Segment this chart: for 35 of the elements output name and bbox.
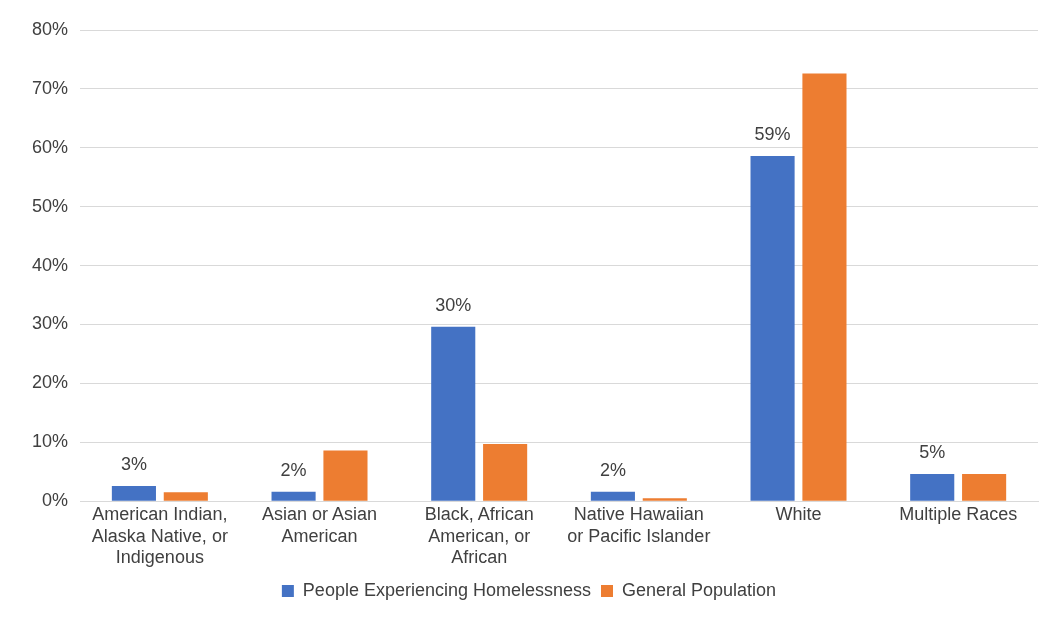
x-tick-label: Asian or Asian American [261,503,378,546]
y-tick-label: 30% [32,313,69,334]
data-label: 5% [919,442,946,463]
x-tick-label: Native Hawaiian or Pacific Islander [567,503,711,546]
y-tick-label: 40% [32,254,69,275]
x-tick-label: American Indian, Alaska Native, or Indigenous [91,503,228,568]
x-tick-label: White [775,503,822,524]
data-label: 59% [754,124,791,145]
bar [483,444,528,501]
y-tick-label: 70% [32,77,69,98]
y-tick-label: 50% [32,195,69,216]
x-tick-label: Multiple Races [899,503,1018,524]
bar [910,474,955,501]
y-tick-label: 80% [32,18,69,39]
legend-label: People Experiencing Homelessness [302,579,592,600]
bar [590,491,635,501]
y-tick-label: 20% [32,372,69,393]
data-label: 3% [120,453,147,474]
bar [111,485,156,501]
x-tick-label: Black, African American, or African [424,503,534,568]
data-label: 30% [435,294,472,315]
bar [163,492,208,501]
bar [962,474,1007,501]
bar [642,498,687,501]
bar [431,326,476,501]
data-label: 2% [280,459,307,480]
bar [323,450,368,501]
bar [750,156,795,501]
y-tick-label: 0% [42,490,69,511]
y-tick-label: 60% [32,136,69,157]
bar [271,491,316,501]
y-tick-label: 10% [32,431,69,452]
data-label: 2% [599,459,626,480]
legend-label: General Population [622,579,777,600]
bar [802,73,847,501]
